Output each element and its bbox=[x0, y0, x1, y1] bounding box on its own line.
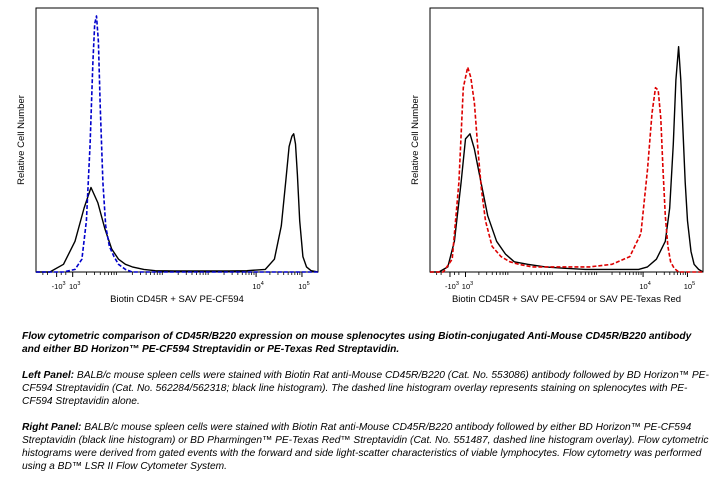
x-tick-label: 104 bbox=[252, 281, 263, 291]
x-axis-label: Biotin CD45R + SAV PE-CF594 bbox=[110, 294, 244, 305]
caption-right-text: BALB/c mouse spleen cells were stained w… bbox=[22, 422, 709, 472]
caption-left-text: BALB/c mouse spleen cells were stained w… bbox=[22, 370, 709, 407]
y-axis-label: Relative Cell Number bbox=[410, 95, 421, 185]
x-tick-label: -103 bbox=[52, 281, 66, 291]
x-tick-label: -103 bbox=[445, 281, 459, 291]
plot-frame bbox=[429, 7, 704, 273]
right-histogram-panel: -103 103 104 105 Relative Cell Number Biotin … bbox=[400, 0, 718, 308]
solid-histogram-line bbox=[430, 46, 704, 273]
dashed-histogram-line bbox=[430, 66, 703, 273]
x-tick-label: 104 bbox=[639, 281, 650, 291]
plot-frame bbox=[35, 7, 319, 273]
left-histogram-panel: -103 103 104 105 Relative Cell Number Biotin … bbox=[0, 0, 340, 308]
x-tick-label: 103 bbox=[462, 281, 473, 291]
x-tick-label: 105 bbox=[298, 281, 309, 291]
dashed-histogram-line bbox=[36, 15, 318, 273]
caption-summary: Flow cytometric comparison of CD45R/B220… bbox=[22, 330, 712, 356]
left-histogram-chart: -103 103 104 105 Relative Cell Number Biotin … bbox=[16, 7, 319, 305]
figure-caption: Flow cytometric comparison of CD45R/B220… bbox=[22, 330, 712, 486]
caption-left-panel: Left Panel: BALB/c mouse spleen cells we… bbox=[22, 369, 712, 408]
x-axis-label: Biotin CD45R + SAV PE-CF594 or SAV PE-Te… bbox=[452, 294, 681, 305]
x-tick-label: 105 bbox=[684, 281, 695, 291]
x-tick-label: 103 bbox=[69, 281, 80, 291]
right-histogram-chart: -103 103 104 105 Relative Cell Number Biotin … bbox=[410, 7, 704, 305]
caption-left-label: Left Panel: bbox=[22, 370, 75, 381]
solid-histogram-line bbox=[36, 133, 319, 273]
caption-right-panel: Right Panel: BALB/c mouse spleen cells w… bbox=[22, 421, 712, 473]
caption-right-label: Right Panel: bbox=[22, 422, 82, 433]
y-axis-label: Relative Cell Number bbox=[16, 95, 27, 185]
caption-summary-text: Flow cytometric comparison of CD45R/B220… bbox=[22, 331, 692, 355]
